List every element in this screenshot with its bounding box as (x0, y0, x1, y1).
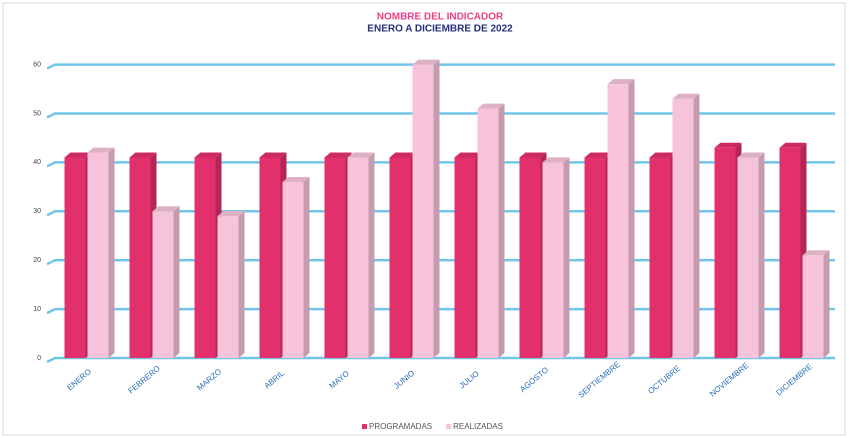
bar-side (368, 152, 375, 358)
bar (477, 108, 499, 358)
bar-top (64, 152, 92, 158)
bar-top (282, 176, 310, 182)
grid-line (46, 112, 835, 119)
bar (129, 157, 151, 358)
bar (217, 216, 239, 358)
bar-top (152, 206, 180, 212)
grid-line (46, 161, 835, 168)
bar (282, 181, 304, 358)
bar-side (238, 211, 245, 358)
legend-swatch (362, 424, 367, 429)
bar-top (217, 211, 245, 217)
bar (607, 84, 629, 358)
y-tick-label: 60 (33, 61, 41, 68)
bar-top (194, 152, 222, 158)
y-tick-label: 40 (33, 159, 41, 166)
bar (347, 157, 369, 358)
grid-line (46, 210, 835, 217)
bar (87, 152, 109, 358)
bar-top (519, 152, 547, 158)
chart-title: NOMBRE DEL INDICADOR (377, 12, 504, 23)
bar (779, 147, 801, 358)
bar (454, 157, 476, 358)
bar-side (173, 206, 180, 358)
bar-top (324, 152, 352, 158)
legend-swatch (446, 424, 452, 429)
grid-line (46, 307, 835, 315)
bar-top (347, 152, 375, 158)
bar-top (129, 152, 157, 158)
bar (324, 157, 346, 358)
y-tick-label: 10 (33, 306, 41, 313)
bar-side (563, 157, 570, 358)
bar-side (823, 250, 830, 358)
bar-top (607, 79, 635, 85)
bar-side (498, 103, 505, 358)
bar-top (87, 147, 115, 153)
grid-line (46, 356, 835, 364)
bar-top (477, 103, 505, 109)
bar-side (758, 152, 765, 358)
y-tick-label: 20 (33, 257, 41, 264)
y-tick-label: 0 (37, 355, 41, 362)
bar (672, 98, 694, 358)
bar (714, 147, 736, 358)
bar-top (714, 142, 742, 148)
bar (194, 157, 216, 358)
bar-top (779, 142, 807, 148)
bar-top (454, 152, 482, 158)
y-tick-label: 30 (33, 208, 41, 215)
bar-top (412, 59, 440, 65)
chart-subtitle: ENERO A DICIEMBRE DE 2022 (367, 24, 513, 35)
bar (259, 157, 281, 358)
legend-label: REALIZADAS (453, 422, 503, 431)
bar-top (259, 152, 287, 158)
bar-top (672, 93, 700, 99)
bar (389, 157, 411, 358)
bar (64, 157, 86, 358)
bar-top (389, 152, 417, 158)
bar-side (628, 79, 635, 358)
bar-side (303, 176, 310, 358)
bar-top (649, 152, 677, 158)
legend-label: PROGRAMADAS (369, 422, 432, 431)
bar (649, 157, 671, 358)
bar (737, 157, 759, 358)
bar-top (542, 157, 570, 163)
bar (542, 162, 564, 358)
bar-top (737, 152, 765, 158)
bar-top (802, 250, 830, 256)
bar (152, 211, 174, 358)
bar-side (433, 59, 440, 358)
bar (519, 157, 541, 358)
bar (802, 255, 824, 358)
y-tick-label: 50 (33, 110, 41, 117)
bar-side (108, 147, 115, 358)
bar (584, 157, 606, 358)
grid-line (46, 258, 835, 266)
bar (412, 64, 434, 358)
bar-top (584, 152, 612, 158)
bar-side (693, 93, 700, 358)
grid-line (46, 63, 835, 70)
